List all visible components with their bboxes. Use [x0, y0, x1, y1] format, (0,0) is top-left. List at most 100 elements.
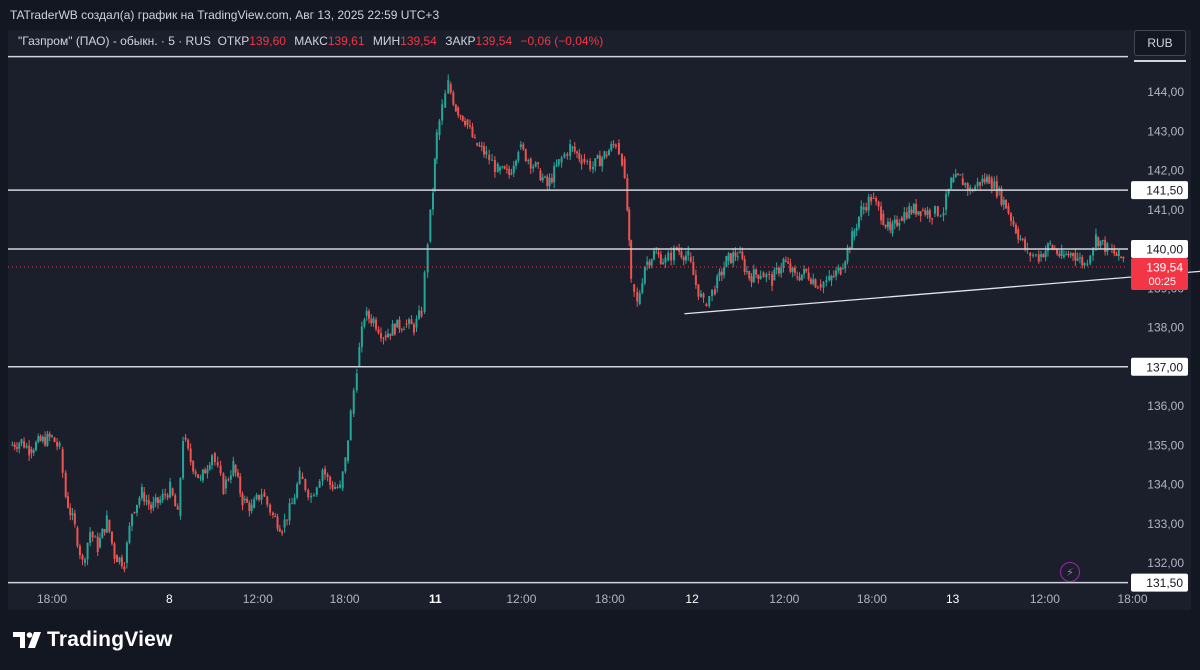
candle-body — [1012, 220, 1015, 225]
bar-countdown-label: 00:25 — [1148, 276, 1176, 288]
candle-body — [636, 291, 639, 302]
candle-body — [505, 168, 508, 170]
candle-body — [329, 476, 332, 485]
candle-body — [680, 251, 683, 258]
candle-body — [553, 166, 556, 183]
candle-body — [544, 176, 547, 178]
candle-body — [550, 177, 553, 183]
candle-body — [1078, 257, 1081, 259]
indicator-lightning-icon[interactable]: ⚡ — [1060, 562, 1080, 582]
candle-body — [1046, 243, 1049, 251]
time-tick-label: 18:00 — [1118, 592, 1148, 606]
candle-body — [53, 437, 56, 443]
candle-body — [491, 159, 494, 161]
candle-body — [608, 150, 611, 156]
candle-body — [384, 335, 387, 338]
price-tick-label: 132,00 — [1147, 556, 1184, 570]
chart-pane[interactable] — [8, 30, 1191, 610]
candle-body — [64, 472, 67, 497]
time-tick-label: 12:00 — [243, 592, 273, 606]
candle-body — [396, 319, 399, 328]
candle-body — [471, 126, 474, 138]
candle-body — [152, 502, 155, 509]
currency-button[interactable]: RUB — [1134, 30, 1186, 56]
candle-body — [250, 504, 253, 512]
candle-body — [702, 293, 705, 298]
candle-body — [548, 177, 551, 187]
candle-body — [365, 311, 368, 316]
candle-body — [905, 212, 908, 219]
price-tick-label: 134,00 — [1147, 478, 1184, 492]
candle-body — [120, 557, 123, 567]
candle-body — [844, 261, 847, 269]
candle-body — [877, 201, 880, 207]
candle-body — [687, 250, 690, 256]
candle-body — [950, 177, 953, 189]
level-price-label: 140,00 — [1146, 243, 1183, 257]
candle-body — [768, 274, 771, 276]
candle-body — [143, 492, 146, 502]
candle-body — [787, 261, 790, 264]
candle-body — [1049, 243, 1052, 245]
candle-body — [662, 262, 665, 265]
candle-body — [94, 536, 97, 538]
tradingview-brand[interactable]: TradingView — [12, 628, 173, 652]
candle-body — [985, 176, 988, 183]
candle-body — [623, 158, 626, 178]
candle-body — [485, 151, 488, 155]
candle-body — [517, 152, 520, 161]
candle-body — [959, 174, 962, 176]
candle-body — [159, 499, 162, 503]
candle-body — [780, 267, 783, 274]
candle-body — [508, 168, 511, 175]
candle-body — [375, 319, 378, 330]
candle-body — [664, 257, 667, 263]
candle-body — [807, 272, 810, 280]
candle-body — [1019, 238, 1022, 240]
candle-body — [981, 178, 984, 183]
candle-body — [187, 439, 190, 449]
candle-body — [594, 158, 597, 167]
candle-body — [496, 163, 499, 173]
candle-body — [515, 160, 518, 166]
candle-body — [1056, 249, 1059, 254]
candle-body — [957, 173, 960, 175]
candle-body — [830, 275, 833, 281]
candle-body — [234, 464, 237, 473]
candle-body — [630, 240, 633, 279]
candle-body — [1062, 254, 1065, 257]
candle-body — [269, 504, 272, 513]
candle-body — [601, 157, 604, 167]
level-price-tag — [1131, 240, 1188, 258]
candle-body — [23, 441, 26, 448]
candle-body — [867, 196, 870, 211]
candle-body — [503, 166, 506, 169]
candle-body — [296, 484, 299, 498]
candle-body — [41, 436, 44, 442]
candle-body — [341, 471, 344, 489]
symbol-name[interactable]: "Газпром" (ПАО) - обыкн. · 5 · RUS — [18, 34, 211, 48]
close-label: ЗАКР — [445, 34, 476, 48]
candle-body — [298, 470, 301, 485]
candle-body — [51, 435, 53, 437]
candle-body — [89, 532, 92, 543]
candle-body — [1024, 239, 1027, 250]
candle-body — [358, 346, 361, 367]
candle-body — [1113, 249, 1116, 254]
candle-body — [246, 498, 249, 503]
candle-body — [832, 275, 835, 277]
candle-body — [1120, 256, 1123, 258]
candle-body — [334, 487, 337, 489]
candle-body — [15, 447, 18, 449]
candle-body — [1058, 253, 1061, 256]
candle-body — [791, 267, 794, 272]
level-price-tag — [1131, 357, 1188, 376]
candle-body — [723, 267, 726, 276]
candle-body — [67, 496, 70, 508]
candle-body — [555, 164, 558, 167]
candle-body — [689, 256, 692, 262]
candle-body — [1032, 255, 1035, 257]
candle-body — [276, 516, 279, 529]
last-price-tag — [1131, 258, 1188, 291]
